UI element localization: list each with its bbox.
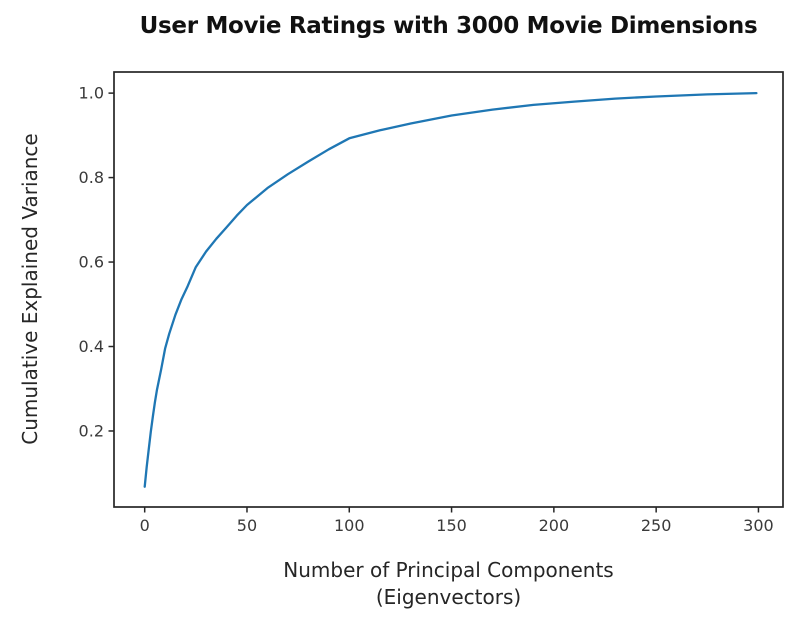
x-tick-label: 50 xyxy=(237,516,257,535)
x-tick-label: 0 xyxy=(140,516,150,535)
x-tick-label: 100 xyxy=(334,516,365,535)
y-tick-label: 1.0 xyxy=(79,84,104,103)
x-tick-label: 150 xyxy=(436,516,467,535)
plot-border xyxy=(113,71,784,508)
x-tick-label: 250 xyxy=(641,516,672,535)
chart-title: User Movie Ratings with 3000 Movie Dimen… xyxy=(139,13,758,39)
variance-curve xyxy=(143,91,758,488)
x-axis-label-line1: Number of Principal Components xyxy=(283,558,614,582)
y-tick-label: 0.2 xyxy=(79,421,104,440)
y-tick-label: 0.6 xyxy=(79,253,104,272)
y-tick-label: 0.8 xyxy=(79,168,104,187)
y-tick-label: 0.4 xyxy=(79,337,104,356)
x-tick-label: 300 xyxy=(743,516,774,535)
x-tick-label: 200 xyxy=(539,516,570,535)
x-axis-label-line2: (Eigenvectors) xyxy=(375,585,522,609)
x-axis-label: Number of Principal Components (Eigenvec… xyxy=(114,557,783,611)
